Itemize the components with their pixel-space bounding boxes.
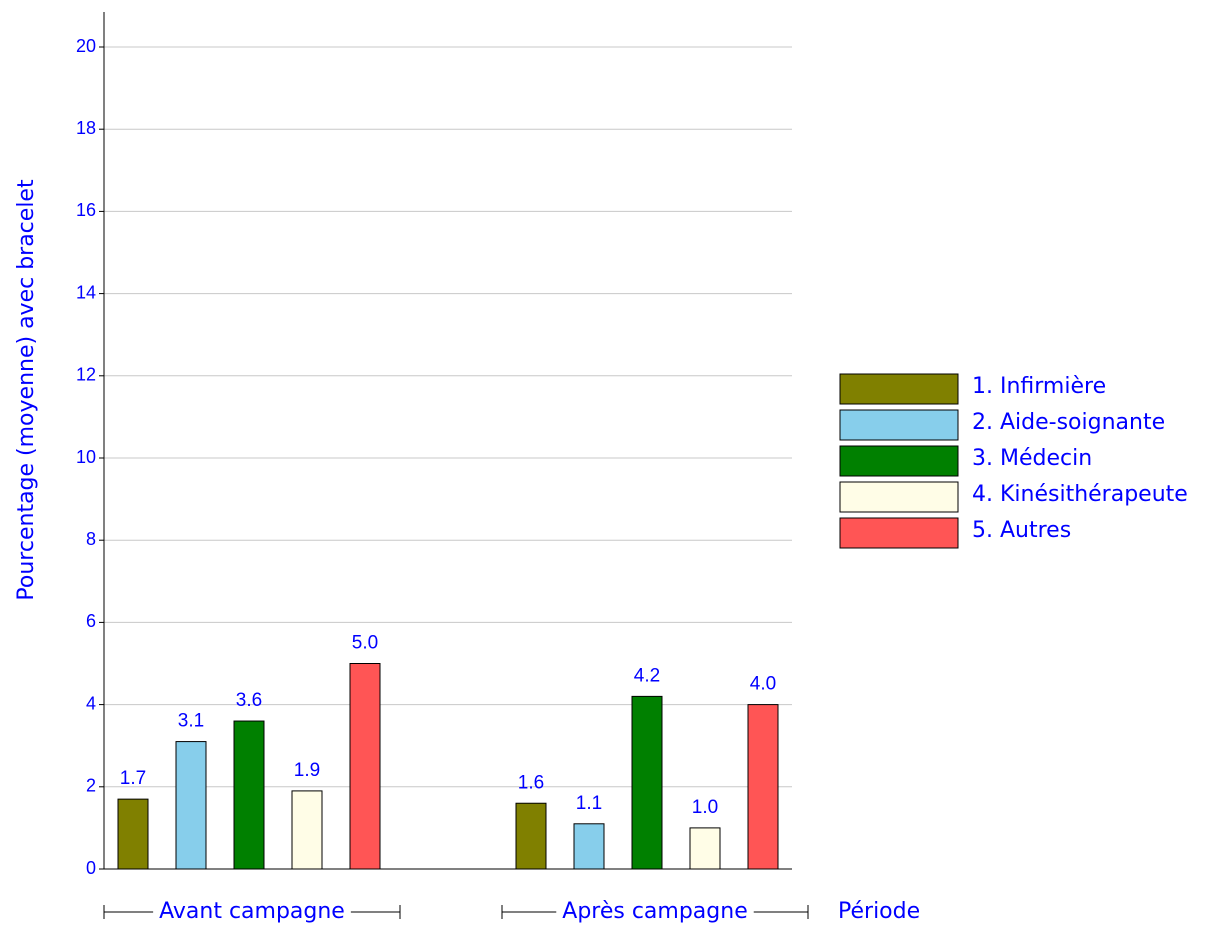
bar	[515, 802, 547, 870]
bar	[689, 827, 721, 870]
y-tick-label: 10	[76, 447, 96, 467]
legend-swatch	[839, 445, 959, 477]
legend-swatch	[839, 481, 959, 513]
bar	[233, 720, 265, 870]
bar	[291, 790, 323, 870]
value-label: 3.1	[178, 711, 204, 732]
bar	[747, 704, 779, 870]
value-label: 5.0	[352, 633, 378, 654]
value-label: 1.6	[518, 772, 544, 793]
value-label: 4.2	[634, 665, 660, 686]
bar	[631, 695, 663, 870]
y-tick-label: 20	[76, 36, 96, 56]
value-label: 1.9	[294, 760, 320, 781]
y-tick-label: 6	[86, 611, 96, 631]
x-tick-label: Avant campagne	[159, 899, 345, 924]
legend-label: 2. Aide-soignante	[972, 410, 1165, 435]
y-axis-label: Pourcentage (moyenne) avec bracelet	[14, 179, 39, 601]
y-tick-label: 4	[86, 693, 96, 713]
x-tick-label: Après campagne	[562, 899, 747, 924]
bar	[117, 798, 149, 870]
y-tick-label: 16	[76, 200, 96, 220]
bar	[349, 663, 381, 870]
value-label: 1.1	[576, 793, 602, 814]
legend-swatch	[839, 409, 959, 441]
y-tick-label: 2	[86, 776, 96, 796]
value-label: 1.0	[692, 797, 718, 818]
x-axis-label: Période	[838, 899, 920, 924]
value-label: 1.7	[120, 768, 146, 789]
legend-swatch	[839, 373, 959, 405]
bar	[175, 741, 207, 870]
y-tick-label: 0	[86, 858, 96, 878]
legend-label: 5. Autres	[972, 518, 1071, 543]
y-tick-label: 12	[76, 365, 96, 385]
value-label: 4.0	[750, 674, 776, 695]
legend-label: 4. Kinésithérapeute	[972, 482, 1188, 507]
legend-label: 1. Infirmière	[972, 374, 1106, 399]
legend-label: 3. Médecin	[972, 446, 1092, 471]
y-tick-label: 14	[76, 282, 96, 302]
y-tick-label: 8	[86, 529, 96, 549]
value-label: 3.6	[236, 690, 262, 711]
y-tick-label: 18	[76, 118, 96, 138]
legend-swatch	[839, 517, 959, 549]
bar	[573, 823, 605, 870]
